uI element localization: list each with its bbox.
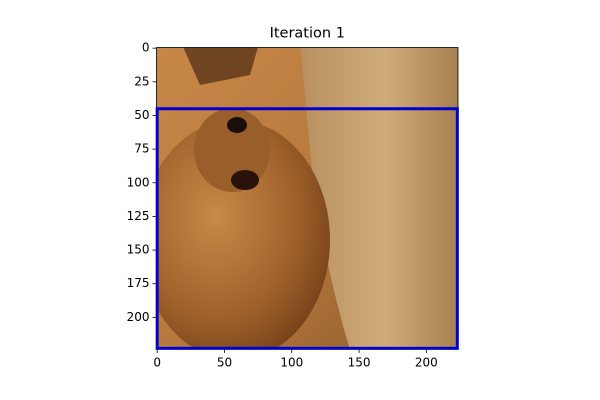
x-tick-label: 50 (217, 356, 232, 370)
x-tick-label: 150 (348, 356, 371, 370)
photo-dog-mouth (231, 170, 259, 190)
x-tick-label: 200 (415, 356, 438, 370)
x-tick-label: 0 (153, 356, 161, 370)
y-tick-label: 175 (127, 276, 150, 290)
y-tick-label: 50 (134, 108, 149, 122)
y-tick-label: 125 (127, 209, 150, 223)
y-tick-label: 75 (134, 142, 149, 156)
y-tick-label: 150 (127, 243, 150, 257)
x-tick-label: 100 (280, 356, 303, 370)
photo (156, 47, 458, 349)
bounding-box (155, 107, 459, 350)
y-tick-label: 200 (127, 310, 150, 324)
photo-dog-nose (227, 117, 247, 133)
y-tick-label: 25 (134, 74, 149, 88)
y-tick-label: 0 (142, 41, 150, 55)
y-tick-label: 100 (127, 175, 150, 189)
chart-title: Iteration 1 (270, 26, 345, 42)
photo-shadow (183, 47, 258, 85)
photo-dog (156, 120, 330, 349)
photo-pants (300, 47, 458, 349)
